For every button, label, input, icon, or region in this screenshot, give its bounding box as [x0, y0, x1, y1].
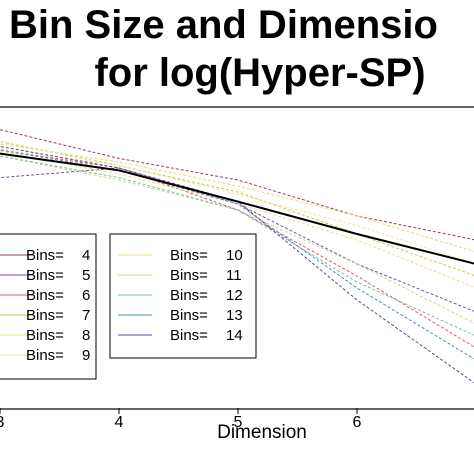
legend-label-prefix: Bins= — [170, 307, 208, 324]
legend-label-prefix: Bins= — [26, 247, 64, 264]
legend-label-value: 4 — [82, 247, 90, 264]
legend-label-value: 13 — [226, 307, 243, 324]
x-tick-label: 5 — [234, 414, 243, 431]
legend-label-value: 5 — [82, 267, 90, 284]
legend-label-prefix: Bins= — [26, 287, 64, 304]
legend-label-prefix: Bins= — [170, 247, 208, 264]
legend-label-value: 11 — [226, 267, 242, 284]
series-line-bins-7 — [0, 141, 474, 276]
legend-label-prefix: Bins= — [170, 287, 208, 304]
plot-frame — [0, 106, 474, 410]
x-tick-label: 4 — [115, 414, 124, 431]
series-line-bins-8 — [0, 143, 474, 252]
legend-label-bins-13: Bins= 13 — [170, 307, 243, 324]
x-tick-label: 3 — [0, 414, 5, 431]
x-axis-label: Dimension — [217, 422, 307, 443]
series-line-bins-12 — [0, 155, 474, 336]
series-line-bins-9 — [0, 148, 474, 264]
legend-label-value: 10 — [226, 247, 243, 264]
legend-label-bins-14: Bins= 14 — [170, 327, 243, 344]
legend-label-prefix: Bins= — [170, 267, 208, 284]
legend-label-prefix: Bins= — [26, 327, 64, 344]
legend-label-prefix: Bins= — [170, 327, 208, 344]
legend-label-bins-10: Bins= 10 — [170, 247, 243, 264]
legend-label-bins-8: Bins= 8 — [26, 327, 90, 344]
legend-label-bins-9: Bins= 9 — [26, 347, 90, 364]
series-lines — [0, 129, 474, 384]
x-axis-ticks: 3 4 5 6 — [0, 408, 362, 431]
legend-label-value: 7 — [82, 307, 90, 324]
chart-title-line2: for log(Hyper-SP) — [94, 51, 425, 95]
legend-label-bins-7: Bins= 7 — [26, 307, 90, 324]
legend-label-prefix: Bins= — [26, 307, 64, 324]
legend-label-value: 6 — [82, 287, 90, 304]
plot-area: 3 4 5 6 — [0, 106, 474, 431]
series-line-bins-10 — [0, 150, 474, 288]
legend-label-value: 8 — [82, 327, 90, 344]
series-line-bins-14 — [0, 145, 474, 384]
series-line-bins-4 — [0, 129, 474, 241]
legend-label-prefix: Bins= — [26, 347, 64, 364]
series-line-bins-13 — [0, 149, 474, 360]
series-line-bins-11 — [0, 155, 474, 324]
legend-label-bins-5: Bins= 5 — [26, 267, 90, 284]
legend-label-prefix: Bins= — [26, 267, 64, 284]
series-mean-line — [0, 152, 474, 265]
chart-title-line1: Bin Size and Dimensio — [9, 3, 438, 47]
legend-label-value: 9 — [82, 347, 90, 364]
legend-label-bins-4: Bins= 4 — [26, 247, 90, 264]
legend-label-bins-6: Bins= 6 — [26, 287, 90, 304]
legend-label-value: 14 — [226, 327, 243, 344]
legend-label-bins-11: Bins= 11 — [170, 267, 242, 284]
legend-label-bins-12: Bins= 12 — [170, 287, 243, 304]
legend-label-value: 12 — [226, 287, 243, 304]
x-tick-label: 6 — [353, 414, 362, 431]
